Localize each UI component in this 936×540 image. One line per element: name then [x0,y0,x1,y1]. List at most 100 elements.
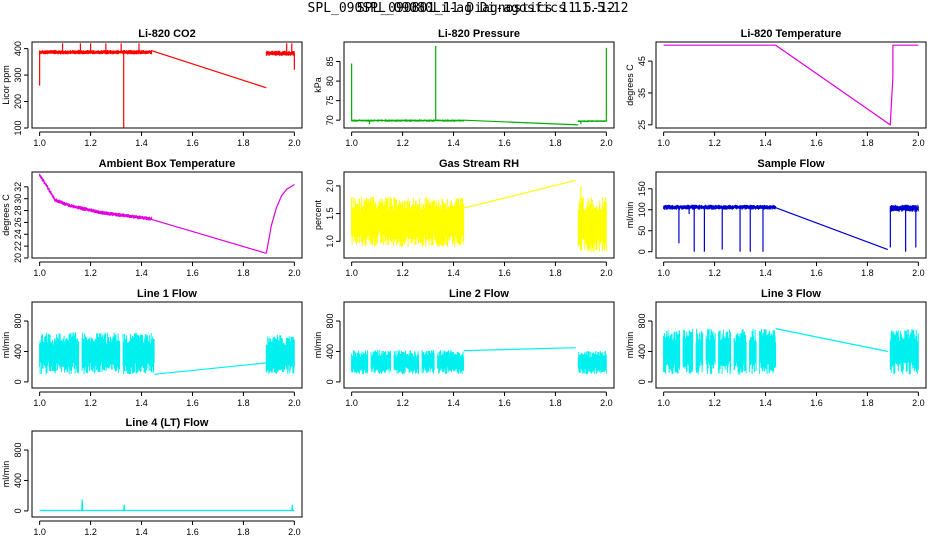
x-tick-label: 1.0 [657,138,670,148]
y-tick-label: 0 [13,379,23,384]
x-tick-label: 1.4 [759,398,772,408]
y-tick-label: 0 [325,379,335,384]
series-noise-band [39,332,155,375]
figure-title: SPL_090SPL_09080Li-ag Di-agosfics 11.5-1… [0,1,936,19]
series-line [151,218,267,254]
series-noise-band [889,329,919,375]
series-noise-band [351,197,465,247]
y-tick-label: 1.5 [325,207,335,220]
series-line [463,347,576,352]
y-tick-label: 200 [13,94,23,109]
x-tick-label: 1.8 [861,398,874,408]
x-tick-label: 1.2 [84,138,97,148]
x-tick-label: 2.0 [600,398,613,408]
series-noise-band [265,50,295,56]
y-tick-label: 1.0 [325,235,335,248]
x-tick-label: 1.6 [810,398,823,408]
chart-title: Sample Flow [757,158,825,170]
y-tick-label: 400 [325,344,335,359]
y-tick-label: 100 [637,202,647,217]
x-tick-label: 1.0 [33,398,46,408]
plot-frame [655,301,927,389]
plot-frame [31,430,303,518]
y-axis-label: ml/min [1,461,11,488]
y-tick-label: 0 [637,379,647,384]
x-tick-label: 2.0 [600,138,613,148]
series-line [265,183,295,254]
x-tick-label: 2.0 [912,398,925,408]
y-tick-label: 24 [13,229,23,239]
x-tick-label: 1.0 [345,268,358,278]
x-tick-label: 2.0 [288,527,301,537]
series-line [154,362,267,375]
x-tick-label: 1.0 [345,398,358,408]
y-axis-label: ml/min [625,332,635,359]
plot-frame [343,171,615,259]
x-tick-label: 1.4 [135,398,148,408]
x-tick-label: 1.2 [396,138,409,148]
x-tick-label: 1.8 [237,138,250,148]
y-tick-label: 100 [13,120,23,135]
series-noise-band [265,334,295,374]
x-tick-label: 2.0 [288,268,301,278]
x-tick-label: 2.0 [288,138,301,148]
x-tick-label: 1.4 [447,138,460,148]
x-tick-label: 1.4 [447,398,460,408]
y-axis-label: ml/min [1,332,11,359]
x-tick-label: 1.0 [657,398,670,408]
x-tick-label: 1.6 [186,527,199,537]
series-noise-band [663,328,777,375]
plot-frame [31,171,303,259]
y-tick-label: 35 [637,88,647,98]
y-tick-label: 50 [637,226,647,236]
x-tick-label: 1.8 [861,138,874,148]
x-tick-label: 1.0 [657,268,670,278]
x-tick-label: 1.8 [237,527,250,537]
x-tick-label: 1.8 [549,398,562,408]
x-tick-label: 1.0 [33,138,46,148]
y-axis-label: Licor ppm [1,65,11,105]
chart-title: Li-820 CO2 [138,28,195,40]
series-line [151,50,267,89]
chart-panel-8: Line 2 Flow ml/min 1.0 1.2 1.4 1.6 1.8 2.0 0 400 8… [313,288,615,408]
chart-title: Line 1 Flow [137,288,197,300]
y-axis-label: ml/min [625,202,635,229]
y-tick-label: 800 [325,314,335,329]
x-tick-label: 1.6 [498,268,511,278]
x-tick-label: 2.0 [912,138,925,148]
x-tick-label: 1.2 [396,398,409,408]
series-line [775,328,888,353]
x-tick-label: 1.8 [549,138,562,148]
series-noise-band [577,197,607,253]
x-tick-label: 1.2 [708,268,721,278]
series-line [663,44,919,126]
series-line [463,179,576,209]
series-noise-band [351,350,465,375]
figure-title-layer-1: SPL_090SPL_09080Li-ag Di-agosfics 11.5-1… [307,1,629,16]
series-noise-band [663,204,777,210]
y-tick-label: 2.0 [325,180,335,193]
x-tick-label: 1.8 [549,268,562,278]
y-tick-label: 32 [13,182,23,192]
series-noise-band [577,350,607,375]
plot-frame [655,171,927,259]
y-tick-label: 800 [13,443,23,458]
x-tick-label: 2.0 [912,268,925,278]
x-tick-label: 1.0 [33,268,46,278]
x-tick-label: 1.4 [759,268,772,278]
chart-title: Li-820 Temperature [741,28,842,40]
x-tick-label: 1.2 [84,398,97,408]
y-axis-label: percent [313,199,323,230]
x-tick-label: 1.8 [237,398,250,408]
series-noise-band [39,49,153,55]
chart-panel-1: Li-820 CO2 Licor ppm 1.0 1.2 1.4 1.6 1.8 2.0 100… [1,28,303,148]
x-tick-label: 1.2 [84,268,97,278]
figure-title-layer-2: SPL_090801_11 Diagnostics 11.5-12 [356,1,616,16]
chart-panel-9: Line 3 Flow ml/min 1.0 1.2 1.4 1.6 1.8 2.0 0 400 8… [625,288,927,408]
y-tick-label: 400 [637,344,647,359]
y-tick-label: 45 [637,56,647,66]
x-tick-label: 1.4 [135,527,148,537]
series-line [775,207,889,251]
series-line [39,499,295,512]
